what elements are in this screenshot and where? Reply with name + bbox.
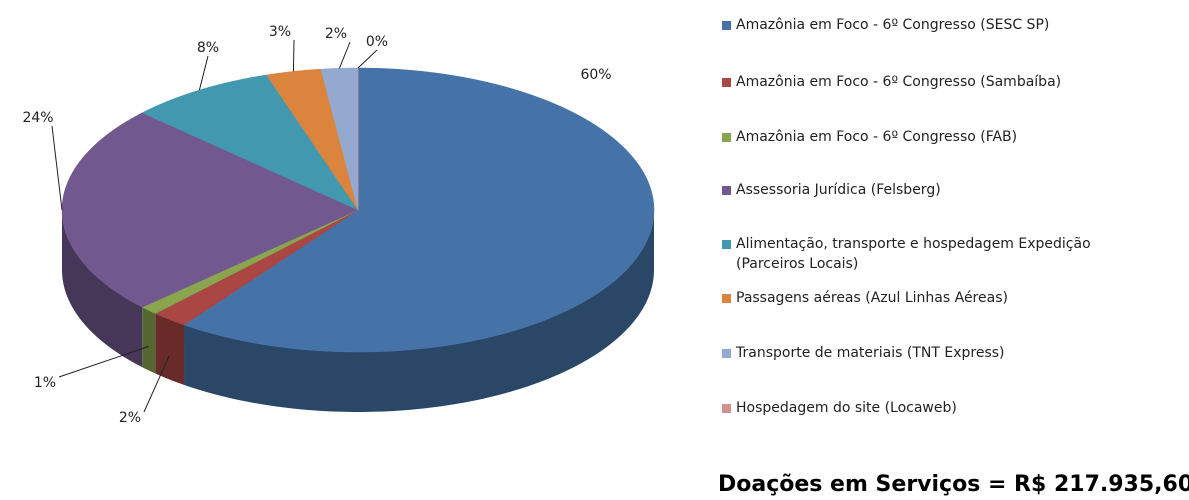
legend-swatch — [722, 404, 731, 413]
slice-side — [62, 210, 143, 368]
label-bg — [267, 24, 293, 40]
label-bg — [21, 110, 55, 126]
data-label: 60% — [580, 67, 611, 83]
label-bg — [364, 34, 390, 50]
legend-item: Hospedagem do site (Locaweb) — [722, 398, 1111, 418]
label-bg — [195, 40, 221, 56]
leader-line — [357, 49, 378, 69]
legend-item: Amazônia em Foco - 6º Congresso (SESC SP… — [722, 15, 1111, 35]
slice — [154, 209, 359, 326]
legend-swatch — [722, 186, 731, 195]
label-bg — [117, 410, 143, 426]
leader-line — [58, 345, 149, 378]
legend-item: Assessoria Jurídica (Felsberg) — [722, 180, 1111, 200]
legend-item: Transporte de materiais (TNT Express) — [722, 343, 1111, 363]
legend-swatch — [722, 21, 731, 30]
legend-swatch — [722, 78, 731, 87]
slice — [183, 67, 655, 353]
slice-side — [142, 307, 156, 374]
slice-side — [184, 210, 654, 412]
slice — [266, 68, 359, 211]
leader-line — [143, 355, 170, 413]
legend-label: Assessoria Jurídica (Felsberg) — [736, 182, 941, 198]
legend-item: Passagens aéreas (Azul Linhas Aéreas) — [722, 288, 1111, 308]
data-label: 0% — [366, 34, 388, 50]
legend-label: Alimentação, transporte e hospedagem Exp… — [736, 236, 1091, 272]
legend-swatch — [722, 349, 731, 358]
caption: Doações em Serviços = R$ 217.935,60 — [718, 472, 1189, 497]
legend-label: Transporte de materiais (TNT Express) — [736, 345, 1005, 361]
leader-line — [292, 39, 295, 72]
legend-label: Amazônia em Foco - 6º Congresso (FAB) — [736, 129, 1018, 145]
data-label: 3% — [269, 24, 291, 40]
legend-label: Amazônia em Foco - 6º Congresso (Sambaíb… — [736, 74, 1062, 90]
legend-swatch — [722, 294, 731, 303]
data-label: 1% — [34, 375, 56, 391]
legend-item: Amazônia em Foco - 6º Congresso (FAB) — [722, 127, 1111, 147]
legend-item: Alimentação, transporte e hospedagem Exp… — [722, 234, 1111, 274]
slice — [61, 112, 359, 308]
data-label: 2% — [119, 410, 141, 426]
data-label: 24% — [22, 110, 53, 126]
leader-line — [198, 55, 209, 91]
leader-line — [338, 41, 351, 69]
data-label: 8% — [197, 40, 219, 56]
slice-side — [155, 313, 185, 385]
legend-label: Passagens aéreas (Azul Linhas Aéreas) — [736, 290, 1008, 306]
legend-label: Amazônia em Foco - 6º Congresso (SESC SP… — [736, 17, 1050, 33]
slice — [141, 74, 359, 211]
data-label: 2% — [325, 26, 347, 42]
legend-swatch — [722, 133, 731, 142]
legend-swatch — [722, 240, 731, 249]
chart: 60% 2% 1% 24% 8% 3% 2% 0% — [21, 24, 655, 426]
legend-item: Amazônia em Foco - 6º Congresso (Sambaíb… — [722, 72, 1111, 92]
leader-line — [51, 125, 63, 211]
label-bg — [323, 26, 349, 42]
legend-label: Hospedagem do site (Locaweb) — [736, 400, 957, 416]
label-bg — [32, 375, 58, 391]
